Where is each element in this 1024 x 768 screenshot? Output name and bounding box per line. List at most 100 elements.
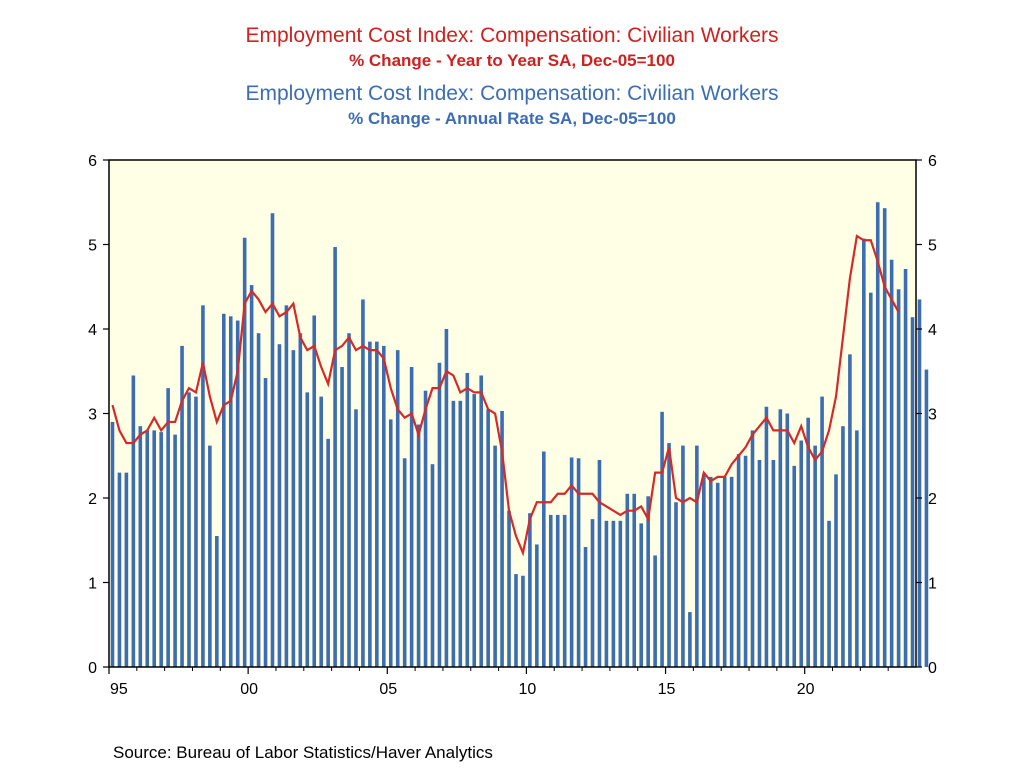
y-tick-label-right: 2	[928, 491, 937, 508]
bar	[688, 612, 692, 667]
y-tick-label-left: 0	[88, 660, 97, 677]
bar	[430, 464, 435, 667]
bar	[444, 329, 449, 667]
y-tick-label-left: 1	[88, 576, 97, 593]
bar	[479, 375, 483, 667]
bar	[590, 519, 595, 668]
bar	[660, 411, 664, 667]
bar	[785, 413, 790, 667]
bar	[284, 305, 289, 667]
x-tick-label: 10	[519, 681, 537, 698]
bar	[354, 409, 358, 667]
bar	[903, 269, 908, 667]
blue-series-subtitle: % Change - Annual Rate SA, Dec-05=100	[348, 109, 676, 128]
bar	[159, 432, 163, 667]
bar	[249, 285, 254, 667]
bar	[201, 305, 205, 667]
bar	[493, 445, 497, 667]
bar	[368, 341, 372, 667]
y-tick-label-right: 1	[928, 576, 937, 593]
bar	[667, 443, 671, 667]
bar	[361, 299, 365, 667]
bar	[138, 426, 143, 667]
bar	[110, 421, 115, 667]
bar	[882, 208, 887, 668]
x-tick-label: 00	[240, 681, 258, 698]
bar	[639, 523, 643, 667]
red-series-subtitle: % Change - Year to Year SA, Dec-05=100	[349, 51, 675, 70]
bar	[500, 410, 504, 667]
y-tick-label-left: 2	[88, 491, 97, 508]
bar	[729, 476, 734, 668]
bar	[597, 459, 602, 667]
bar	[604, 520, 609, 667]
bar	[924, 369, 929, 667]
bar	[409, 367, 414, 667]
bar	[451, 400, 456, 667]
axes: 0 01 12 23 34 45 56 695 00 05 10 15 20	[88, 153, 937, 698]
bar	[862, 238, 866, 667]
x-tick-label: 20	[797, 681, 815, 698]
bar	[542, 451, 546, 667]
bar	[242, 237, 247, 668]
bar	[263, 378, 268, 667]
bar	[848, 354, 852, 667]
bar	[799, 440, 804, 667]
bar	[347, 333, 351, 667]
y-tick-label-right: 5	[928, 238, 937, 255]
bar	[834, 474, 838, 667]
bar	[152, 430, 157, 667]
bar	[806, 417, 810, 667]
bar	[722, 476, 727, 668]
bar	[166, 388, 170, 667]
x-tick-label: 95	[110, 681, 128, 698]
bar	[792, 465, 797, 667]
bar	[695, 445, 699, 667]
bar	[395, 350, 400, 668]
bar	[743, 455, 748, 667]
bar	[681, 445, 685, 667]
bar	[917, 299, 922, 667]
bar	[771, 459, 776, 667]
bar	[855, 430, 859, 667]
red-series-title: Employment Cost Index: Compensation: Civ…	[245, 24, 779, 47]
bar	[180, 345, 184, 667]
bar	[820, 396, 824, 667]
bar	[521, 575, 525, 667]
bar	[402, 458, 407, 667]
source-note: Source: Bureau of Labor Statistics/Haver…	[113, 743, 493, 762]
bar	[465, 372, 470, 667]
bar	[256, 333, 261, 667]
bar	[632, 493, 637, 667]
bar	[277, 344, 282, 667]
bar	[486, 409, 490, 667]
blue-series-title: Employment Cost Index: Compensation: Civ…	[245, 82, 779, 105]
y-tick-label-left: 3	[88, 407, 97, 424]
bar	[569, 457, 574, 667]
bar	[194, 396, 198, 667]
bar	[708, 476, 713, 668]
bar	[841, 426, 845, 667]
bar	[208, 445, 212, 667]
year-to-year-line	[111, 234, 900, 557]
bar	[827, 520, 831, 667]
bar	[715, 482, 720, 667]
bar	[889, 259, 894, 667]
bar	[458, 400, 463, 667]
bar	[340, 367, 344, 667]
bar	[416, 424, 421, 667]
bar	[472, 394, 477, 667]
bar	[507, 510, 511, 667]
bar	[875, 202, 880, 667]
bar	[228, 316, 233, 667]
bar	[778, 409, 783, 667]
bar	[750, 430, 755, 667]
bar	[270, 213, 275, 668]
bar	[235, 320, 240, 667]
y-tick-label-right: 0	[928, 660, 937, 677]
bar	[528, 513, 532, 667]
bar	[764, 406, 769, 667]
bar	[375, 341, 379, 667]
y-tick-label-right: 4	[928, 322, 937, 339]
y-tick-label-left: 4	[88, 322, 97, 339]
